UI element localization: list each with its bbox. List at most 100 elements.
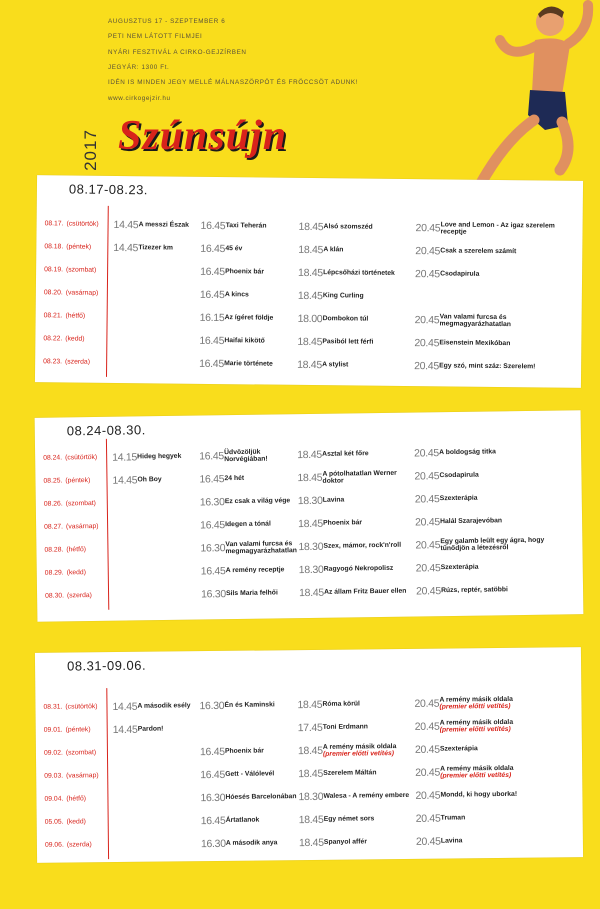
screening-time: 18.45 — [297, 335, 323, 349]
film-name: Gett - Válólevél — [225, 770, 275, 779]
date: 08.19. (szombat) — [44, 259, 96, 282]
date: 08.31. (csütörtök) — [43, 696, 97, 719]
date-number: 08.19. — [44, 266, 64, 274]
film-name: A második anya — [225, 839, 278, 848]
screening-time: 18.45 — [298, 517, 323, 531]
date: 08.18. (péntek) — [44, 236, 91, 258]
screening-time: 20.45 — [415, 539, 441, 552]
date: 09.01. (péntek) — [44, 719, 91, 741]
date-number: 05.05. — [44, 818, 64, 826]
film-name: Asztal két főre — [322, 450, 369, 459]
film-title: Csodapirula — [439, 463, 569, 487]
film-title: A második esély — [137, 695, 197, 718]
film-title: Szexterápia — [440, 737, 570, 760]
film-title: A remény másik oldala (premier előtti vet… — [323, 739, 415, 762]
screening-time: 18.45 — [298, 243, 324, 257]
screening-time: 18.45 — [297, 744, 323, 758]
film-title: A remény másik oldala (premier előtti vet… — [440, 760, 570, 783]
film-name: Phoenix bár — [225, 268, 265, 276]
film-note: (premier előtti vetítés) — [322, 750, 395, 758]
film-title: Dombokon túl — [322, 308, 414, 331]
film-name: Van valami furcsa és megmagyarázhatatlan — [439, 312, 512, 329]
film-title: A klán — [323, 239, 415, 262]
film-name: Eisenstein Mexikóban — [439, 339, 511, 348]
film-title: Spanyol affér — [324, 831, 416, 854]
date-number: 09.03. — [44, 772, 64, 780]
film-title: A remény receptje — [226, 559, 298, 582]
screening-time: 18.30 — [298, 563, 324, 577]
film-name: Taxi Teherán — [225, 222, 267, 230]
screening-time: 18.45 — [297, 471, 323, 485]
film-title: Mondd, ki hogy uborka! — [440, 783, 570, 806]
film-name: Dombokon túl — [322, 315, 369, 323]
screening-time: 18.45 — [297, 698, 323, 712]
film-name: Üdvözöljük Norvégiában! — [224, 448, 268, 464]
screening-time: 20.45 — [415, 835, 441, 848]
film-name: Halál Szarajevóban — [440, 517, 503, 526]
film-title: Egy német sors — [324, 808, 416, 831]
hair — [538, 6, 564, 19]
film-title: Csak a szerelem számít — [440, 240, 570, 263]
film-title: Én és Kaminski — [224, 694, 296, 717]
illustration — [474, 0, 594, 191]
date-number: 08.25. — [43, 477, 63, 485]
film-name: Egy német sors — [323, 815, 375, 824]
screening-time: 16.45 — [199, 288, 225, 302]
date-number: 08.17. — [44, 220, 64, 228]
torso — [532, 38, 570, 97]
weekday: (hétfő) — [65, 312, 86, 320]
screening-time: 20.45 — [415, 789, 441, 802]
film-name: Pasiból lett férfi — [322, 338, 374, 346]
screening-time: 18.45 — [297, 358, 322, 372]
date-number: 08.23. — [43, 358, 63, 366]
film-name: Spanyol affér — [323, 838, 368, 847]
weekday: (kedd) — [65, 335, 85, 343]
film-title: Walesa - A remény embere — [323, 785, 415, 808]
film-title: 45 év — [225, 238, 297, 261]
weekday: (vasárnap) — [65, 522, 99, 531]
screening-time: 16.45 — [200, 519, 225, 532]
festival-title: Szúnsújn — [118, 113, 288, 159]
film-title: Ez csak a világ vége — [225, 490, 297, 513]
film-name: Hóesés Barcelonában — [225, 793, 297, 802]
weekday: (szerda) — [65, 358, 91, 366]
date-number: 08.24. — [43, 454, 63, 462]
film-name: A második esély — [137, 702, 191, 711]
weekday: (szerda) — [66, 841, 92, 849]
film-name: Pardon! — [137, 725, 164, 734]
screening-time: 18.45 — [298, 266, 323, 280]
date: 08.21. (hétfő) — [44, 305, 86, 327]
film-title: Oh Boy — [137, 469, 197, 492]
screening-time: 20.45 — [415, 562, 441, 575]
screening-time: 20.45 — [414, 337, 440, 350]
screening-time: 16.30 — [201, 588, 226, 601]
screening-time: 14.45 — [112, 700, 138, 714]
week-panel: 08.17-08.23. 08.17. (csütörtök) 14.45 A mess… — [34, 175, 584, 388]
header-line: AUGUSZTUS 17 - SZEPTEMBER 6 — [108, 18, 226, 25]
week-range: 08.24-08.30. — [66, 422, 146, 439]
header-line: IDÉN IS MINDEN JEGY MELLÉ MÁLNASZÖRPÖT É… — [108, 79, 359, 87]
film-name: Phoenix bár — [224, 747, 264, 756]
date: 09.06. (szerda) — [45, 834, 92, 856]
film-name: Truman — [440, 814, 466, 822]
film-name: Lavina — [322, 496, 345, 505]
header-line: NYÁRI FESZTIVÁL A CIRKO-GEJZÍRBEN — [108, 48, 247, 56]
screening-time: 16.45 — [200, 265, 225, 279]
screening-time: 20.45 — [414, 720, 440, 733]
leg — [474, 114, 540, 191]
film-title: Lavina — [323, 489, 415, 512]
week-panel: 08.31-09.06. 08.31. (csütörtök) 14.45 A máso… — [34, 647, 584, 863]
arm — [563, 0, 594, 49]
screening-time: 18.45 — [298, 767, 324, 781]
date-number: 08.27. — [44, 523, 64, 531]
film-name: Tizezer km — [138, 244, 174, 252]
film-name: Csodapirula — [439, 471, 479, 480]
screening-time: 18.30 — [297, 494, 323, 508]
date-number: 08.29. — [44, 569, 64, 577]
screening-time: 20.45 — [415, 222, 441, 235]
film-name: Csak a szerelem számít — [440, 247, 517, 256]
film-title: Szexterápia — [441, 555, 571, 579]
screening-time: 16.45 — [199, 473, 225, 486]
screening-time: 18.45 — [298, 586, 324, 600]
